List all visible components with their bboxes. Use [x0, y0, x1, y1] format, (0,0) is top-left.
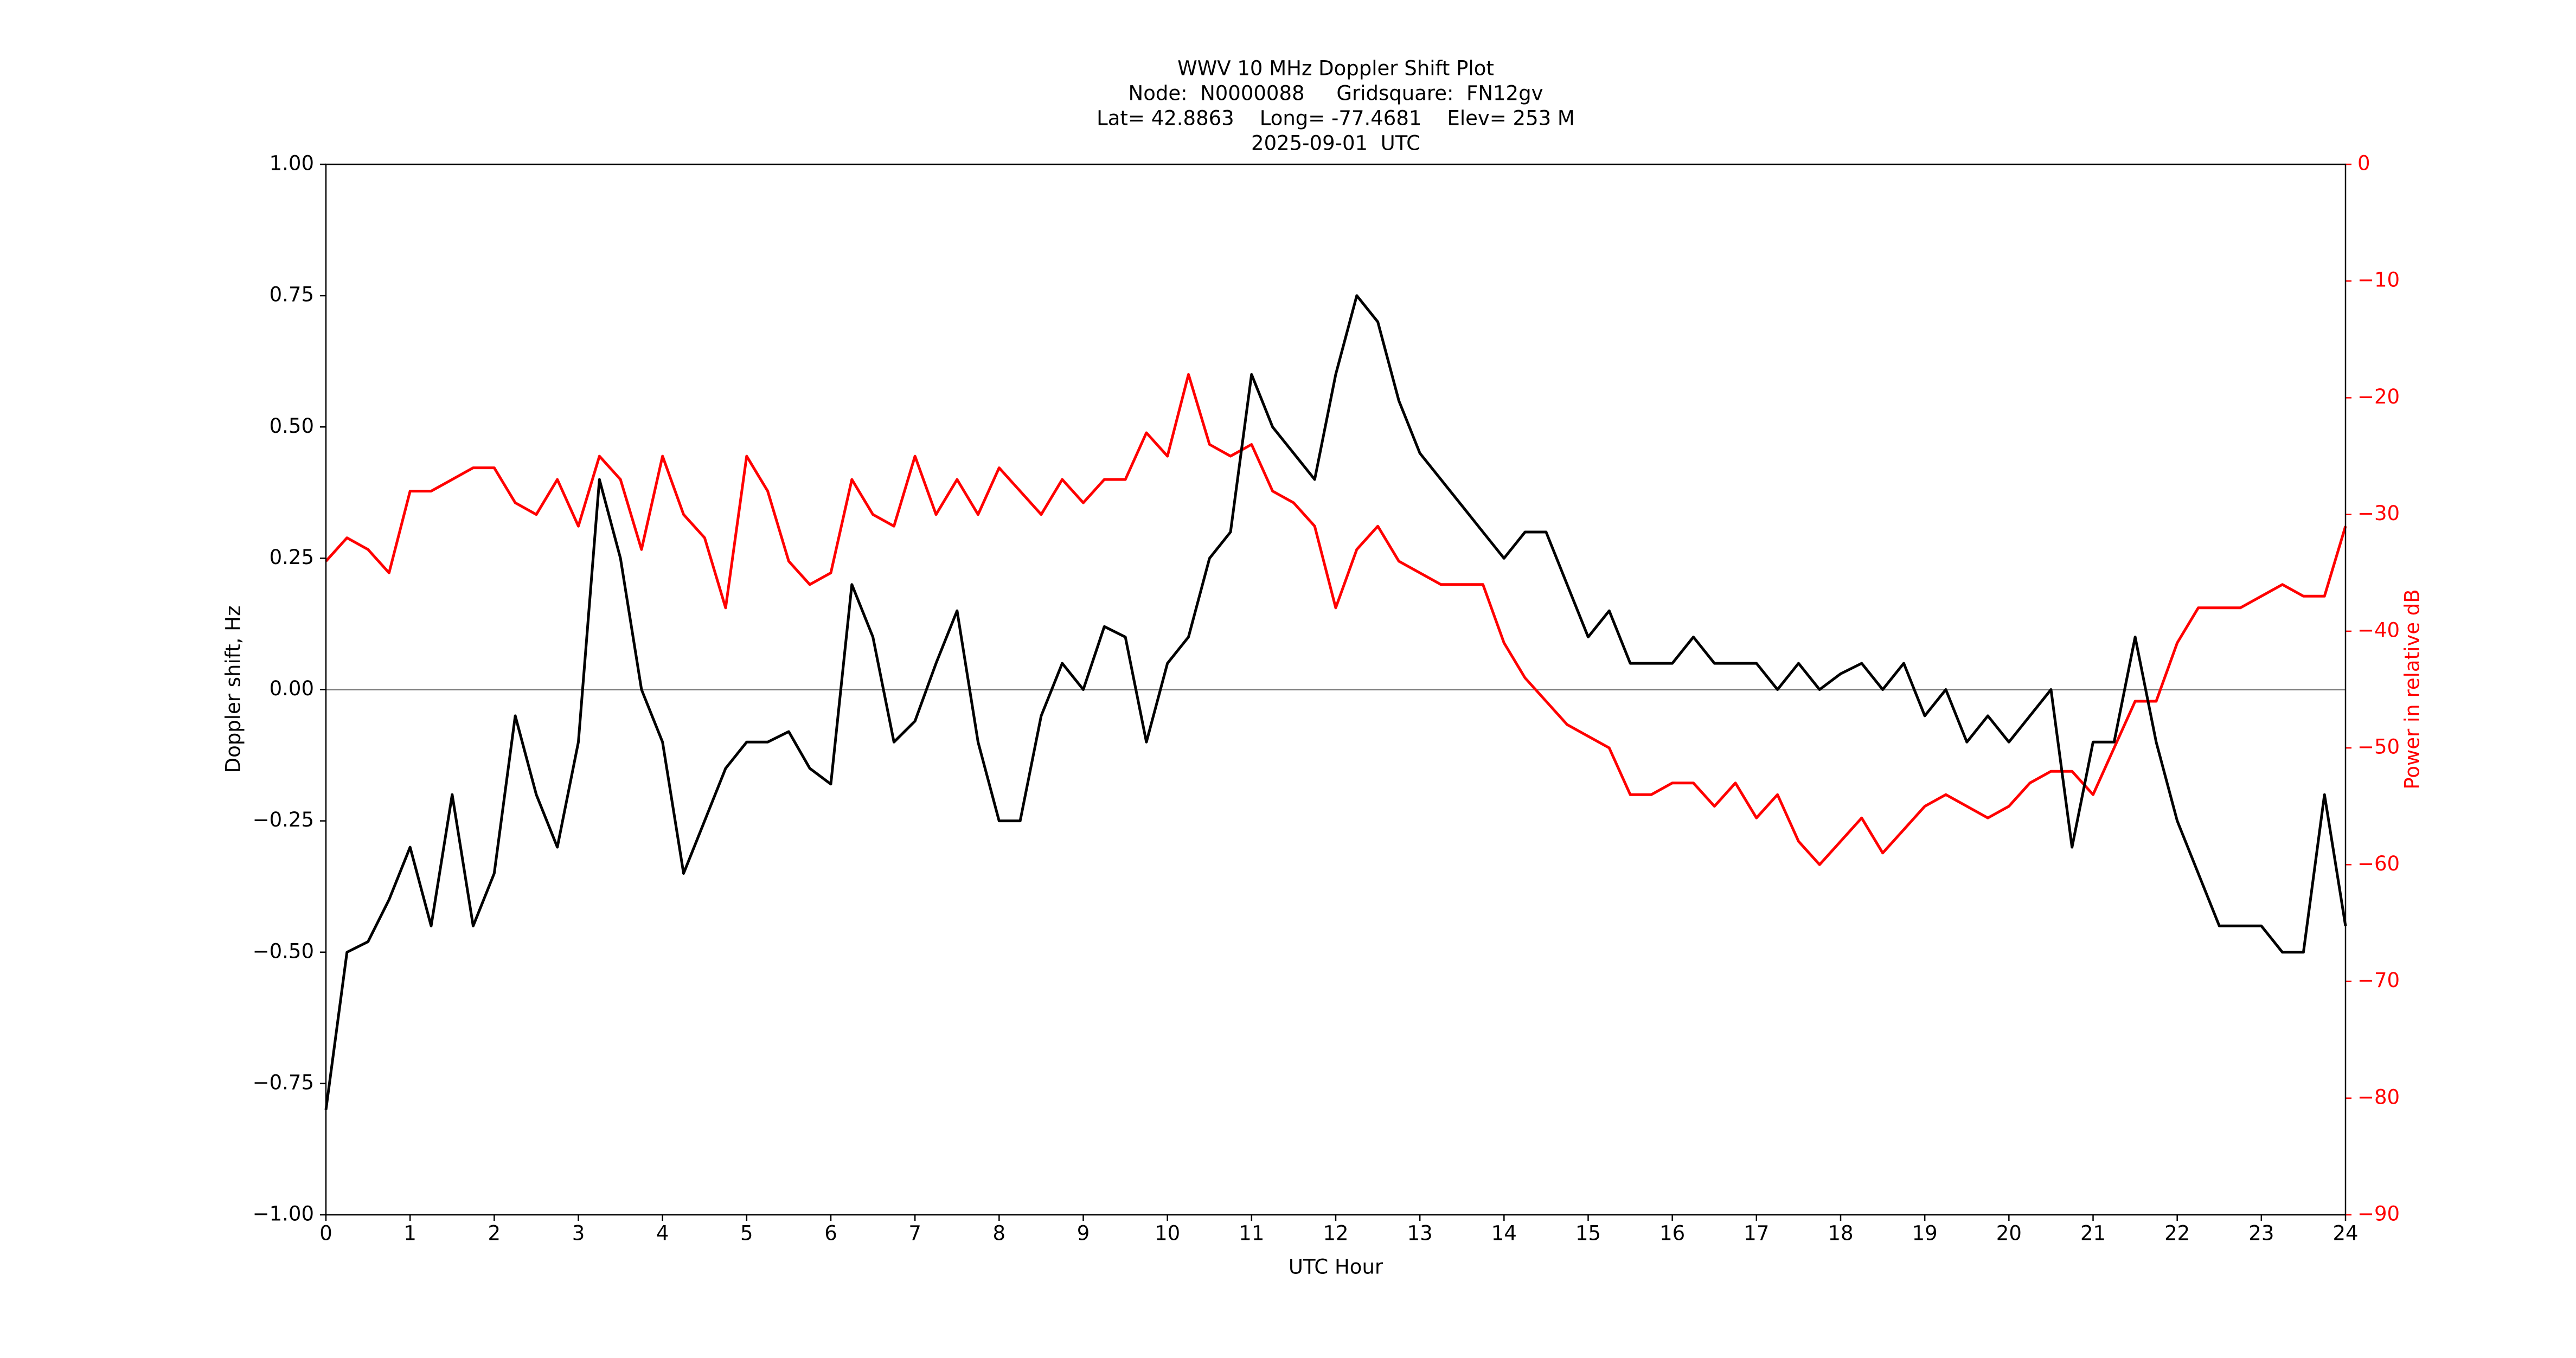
- y2-tick-label: −40: [2357, 618, 2400, 642]
- x-tick-label: 7: [908, 1222, 921, 1245]
- y-axis-label: Doppler shift, Hz: [222, 606, 245, 773]
- x-tick-label: 22: [2164, 1222, 2190, 1245]
- y2-tick-label: −80: [2357, 1085, 2400, 1109]
- x-tick-label: 0: [319, 1222, 332, 1245]
- y-tick-label: 0.75: [270, 283, 314, 306]
- x-tick-label: 3: [572, 1222, 585, 1245]
- y-tick-label: 0.00: [270, 677, 314, 700]
- x-tick-label: 17: [1744, 1222, 1769, 1245]
- y2-tick-label: −70: [2357, 969, 2400, 992]
- y-tick-label: −0.25: [253, 808, 314, 831]
- y-tick-label: 0.50: [270, 414, 314, 438]
- y2-tick-label: −60: [2357, 852, 2400, 875]
- x-tick-label: 8: [993, 1222, 1006, 1245]
- y2-tick-label: −30: [2357, 502, 2400, 525]
- x-tick-label: 21: [2080, 1222, 2106, 1245]
- x-tick-label: 9: [1077, 1222, 1090, 1245]
- y2-tick-label: −10: [2357, 268, 2400, 292]
- x-tick-label: 4: [656, 1222, 669, 1245]
- x-tick-label: 1: [403, 1222, 416, 1245]
- x-tick-label: 6: [824, 1222, 837, 1245]
- x-tick-label: 11: [1239, 1222, 1264, 1245]
- y2-tick-label: −20: [2357, 385, 2400, 408]
- y-tick-label: −0.50: [253, 939, 314, 963]
- x-tick-label: 12: [1323, 1222, 1348, 1245]
- x-tick-label: 16: [1659, 1222, 1685, 1245]
- y2-tick-label: −90: [2357, 1202, 2400, 1226]
- y-tick-label: −1.00: [253, 1202, 314, 1226]
- y2-tick-label: 0: [2357, 152, 2370, 175]
- chart-title: Lat= 42.8863 Long= -77.4681 Elev= 253 M: [1097, 107, 1575, 130]
- chart-title: 2025-09-01 UTC: [1251, 132, 1420, 155]
- y-tick-label: 1.00: [270, 152, 314, 175]
- series-line: [324, 294, 2347, 1110]
- x-tick-label: 23: [2248, 1222, 2274, 1245]
- x-tick-label: 5: [740, 1222, 753, 1245]
- x-tick-label: 15: [1575, 1222, 1601, 1245]
- x-tick-label: 10: [1155, 1222, 1180, 1245]
- x-tick-label: 24: [2333, 1222, 2358, 1245]
- y-tick-label: −0.75: [253, 1071, 314, 1094]
- x-tick-label: 18: [1828, 1222, 1853, 1245]
- x-tick-label: 14: [1491, 1222, 1517, 1245]
- y-tick-label: 0.25: [270, 546, 314, 569]
- plot-frame: [325, 163, 2347, 1216]
- x-tick-label: 20: [1996, 1222, 2022, 1245]
- y2-tick-label: −50: [2357, 735, 2400, 759]
- series-line: [325, 373, 2347, 866]
- chart-title: Node: N0000088 Gridsquare: FN12gv: [1129, 82, 1543, 105]
- x-tick-label: 13: [1407, 1222, 1433, 1245]
- y2-axis-label: Power in relative dB: [2401, 589, 2424, 789]
- x-axis-label: UTC Hour: [1289, 1255, 1383, 1279]
- chart-title: WWV 10 MHz Doppler Shift Plot: [1177, 57, 1494, 80]
- x-tick-label: 2: [488, 1222, 501, 1245]
- x-tick-label: 19: [1912, 1222, 1938, 1245]
